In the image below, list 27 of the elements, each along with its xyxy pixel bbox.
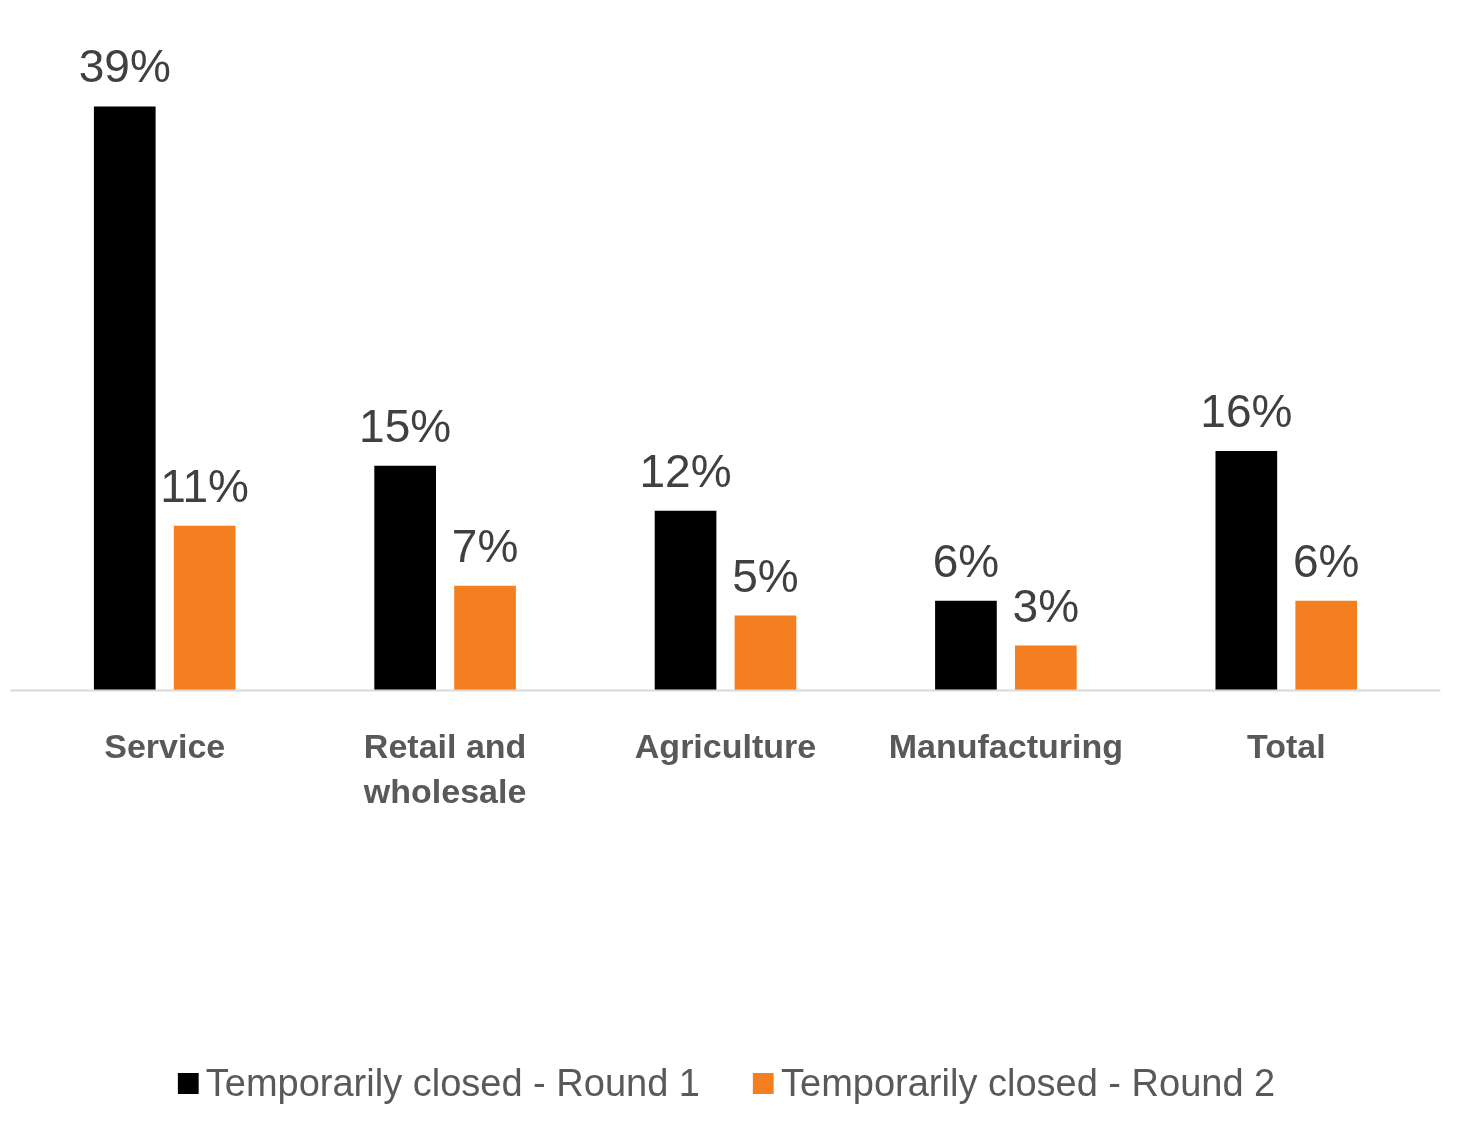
x-tick-label: Service [104, 726, 226, 765]
data-label: 11% [160, 459, 249, 512]
x-tick-label: Agriculture [634, 726, 817, 765]
bar [93, 106, 156, 691]
bar [654, 510, 717, 691]
bar [173, 525, 236, 691]
bar [935, 600, 997, 691]
data-label: 12% [639, 444, 732, 497]
data-label: 39% [78, 40, 171, 93]
legend-label: Temporarily closed - Round 1 [205, 1061, 700, 1105]
data-label: 5% [732, 549, 799, 602]
bar [1015, 645, 1077, 691]
bar [374, 465, 436, 691]
data-label: 15% [359, 399, 452, 452]
legend-label: Temporarily closed - Round 2 [781, 1061, 1276, 1105]
x-tick-label: Retail and wholesale [362, 726, 527, 811]
bar [454, 585, 516, 691]
data-label: 6% [932, 534, 1000, 587]
bar [734, 615, 797, 691]
data-label: 16% [1200, 384, 1293, 437]
x-tick-label: Total [1246, 726, 1326, 765]
x-tick-label: Manufacturing [888, 726, 1123, 765]
data-label: 3% [1012, 579, 1080, 632]
data-label: 6% [1293, 534, 1360, 587]
bar [1295, 600, 1358, 691]
data-label: 7% [451, 519, 519, 572]
bar [1215, 450, 1278, 691]
